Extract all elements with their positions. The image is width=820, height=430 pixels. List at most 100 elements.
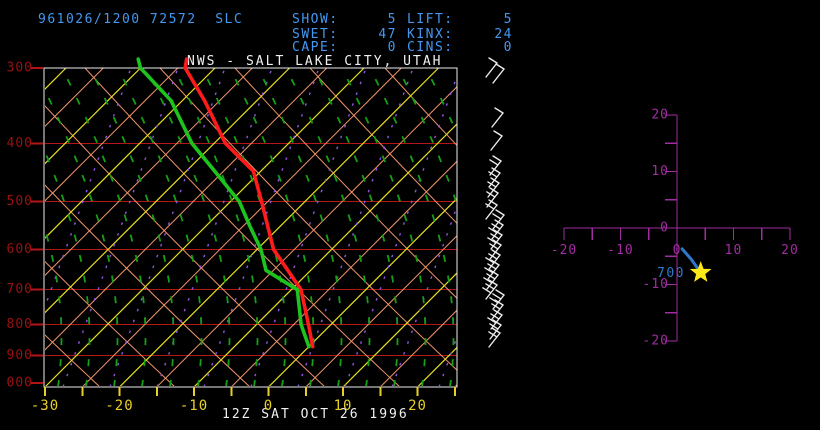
wind-barb-staff	[491, 112, 504, 128]
cape-index-label: CAPE:	[292, 40, 339, 55]
mixing-ratio-line	[344, 74, 457, 386]
moist-adiabat	[201, 68, 287, 386]
moist-adiabat	[313, 68, 399, 386]
wind-barb-staff	[492, 68, 505, 84]
pressure-label: 900	[7, 348, 33, 363]
temp-tick-label: 20	[408, 398, 427, 414]
wind-barb	[489, 319, 502, 340]
show-index-label: SHOW:	[292, 12, 339, 27]
wind-barb	[491, 107, 504, 128]
isotherm-minor	[45, 68, 328, 351]
moist-adiabat	[257, 68, 343, 386]
hodograph-v-label: -20	[643, 334, 669, 349]
pressure-label: 300	[7, 61, 33, 76]
isotherm-minor	[45, 68, 253, 276]
show-index-value: 5	[387, 12, 397, 27]
wind-barb	[489, 155, 502, 176]
wind-barb-feather	[494, 107, 504, 114]
isotherm-minor	[0, 68, 29, 387]
wind-barb-staff	[485, 204, 498, 220]
hodograph-v-label: 20	[651, 108, 669, 123]
wind-barb-feather	[491, 249, 501, 256]
cins-index-label: CINS:	[407, 40, 454, 55]
pressure-label: 500	[7, 194, 33, 209]
wind-barb-feather	[487, 237, 497, 244]
moist-adiabat	[173, 68, 259, 386]
wind-barb-feather	[489, 323, 499, 330]
wind-barb-feather	[489, 159, 499, 166]
wind-barb-feather	[491, 223, 501, 230]
wind-barb-staff	[485, 62, 498, 78]
moist-adiabat	[45, 88, 119, 386]
dry-adiabat	[159, 68, 457, 371]
moist-adiabat	[45, 226, 63, 386]
wind-barb-feather	[491, 303, 501, 310]
hodograph-v-label: -10	[643, 277, 669, 292]
hodograph-u-label: 0	[673, 243, 682, 258]
hodograph-v-label: 0	[660, 221, 669, 236]
moist-adiabat	[397, 68, 457, 208]
temp-tick-label: -20	[105, 398, 133, 414]
isotherm-minor	[231, 160, 457, 386]
wind-barb-feather	[487, 263, 497, 270]
pressure-label: 600	[7, 242, 33, 257]
dry-adiabat	[45, 184, 250, 386]
temperature-profile	[183, 57, 315, 349]
wind-barb-feather	[486, 191, 496, 198]
wind-barb-staff	[489, 160, 502, 176]
isotherm-major	[194, 123, 457, 386]
wind-barb-feather	[488, 279, 498, 286]
lift-index-value: 5	[503, 12, 513, 27]
mixing-ratio-line	[203, 68, 320, 386]
isotherm-minor	[380, 309, 457, 386]
isotherm-major	[268, 197, 457, 386]
wind-barb-feather	[494, 219, 504, 226]
wind-barb	[490, 130, 503, 151]
isotherm-major	[45, 68, 290, 314]
wind-barb-feather	[493, 309, 503, 316]
wind-barb	[492, 63, 505, 84]
wind-barb-feather	[485, 257, 495, 264]
isotherm-minor	[45, 68, 104, 127]
wind-barb	[485, 199, 498, 220]
dry-adiabat	[45, 105, 325, 386]
wind-barb-feather	[482, 287, 492, 294]
wind-barb-staff	[486, 192, 499, 208]
chart-title: NWS - SALT LAKE CITY, UTAH	[187, 54, 443, 69]
pressure-axis: 300 400 500 600 700 800 900 000	[7, 61, 43, 390]
kinx-index-value: 24	[494, 27, 513, 42]
wind-barb	[487, 229, 503, 250]
hodograph-star-marker	[689, 261, 712, 282]
wind-barb	[485, 57, 498, 78]
moist-adiabat	[0, 68, 34, 387]
wind-barb-feather	[486, 273, 496, 280]
wind-barb-feather	[488, 57, 498, 64]
wind-barb-feather	[488, 227, 498, 234]
hodograph-v-label: 10	[651, 164, 669, 179]
dry-adiabat	[0, 68, 25, 387]
dry-adiabat	[45, 334, 100, 386]
mixing-ratio-line	[297, 68, 414, 386]
skewt-grid	[0, 68, 457, 387]
hodograph-u-label: 20	[781, 243, 799, 258]
wind-barb-feather	[489, 269, 499, 276]
wind-barb-feather	[492, 213, 502, 220]
wind-barb-feather	[495, 209, 505, 216]
hodograph-wind-trace	[680, 247, 703, 275]
wind-barb-feather	[485, 283, 495, 290]
wind-barb-staff	[489, 324, 502, 340]
kinx-index-label: KINX:	[407, 27, 454, 42]
isotherm-major	[343, 272, 457, 386]
mixing-ratio-line	[45, 68, 132, 309]
hodograph-u-label: -20	[551, 243, 577, 258]
isotherm-major	[45, 68, 216, 239]
swet-index-label: SWET:	[292, 27, 339, 42]
isotherm-major	[45, 68, 141, 165]
wind-barb-feather	[490, 233, 500, 240]
wind-barb-feather	[495, 63, 505, 70]
temp-tick-label: 0	[264, 398, 273, 414]
wind-barb-staff	[490, 135, 503, 151]
wind-barb-staff	[485, 284, 498, 300]
moist-adiabat	[145, 68, 231, 386]
date-label: 12Z SAT OCT 26 1996	[222, 407, 409, 422]
